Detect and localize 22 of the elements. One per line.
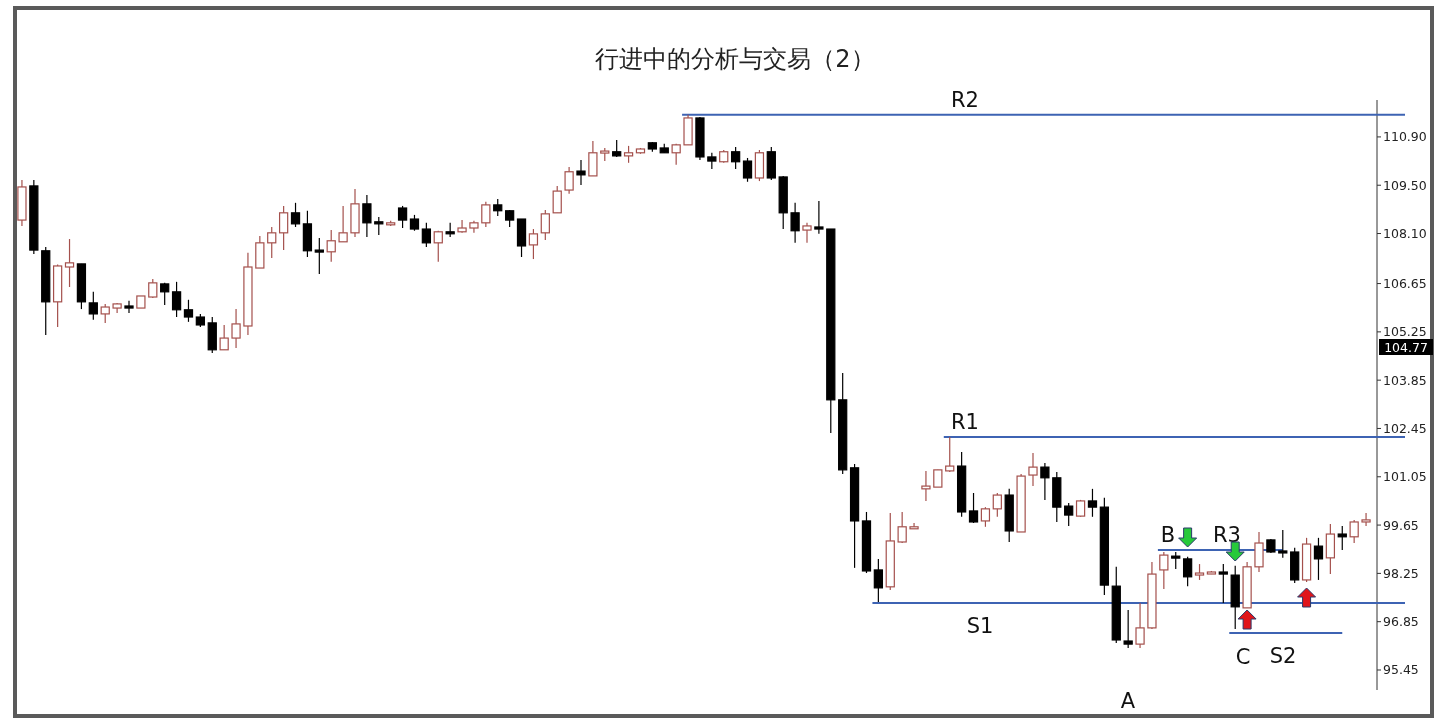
annotation: A: [1120, 689, 1136, 713]
y-tick-label: 105.25: [1383, 324, 1427, 340]
title: 行进中的分析与交易（2）: [595, 45, 875, 73]
y-tick-label: 95.45: [1383, 662, 1419, 678]
ref-line-label: S1: [966, 614, 994, 639]
y-tick-label: 109.50: [1383, 177, 1427, 193]
y-tick-label: 99.65: [1383, 517, 1419, 533]
price-tag: 104.77: [1379, 339, 1433, 355]
ref-line-label: R1: [951, 410, 979, 435]
y-tick-label: 108.10: [1383, 226, 1427, 242]
annotation: B: [1160, 523, 1176, 547]
y-tick-label: 101.05: [1383, 469, 1427, 485]
annotation: C: [1235, 645, 1251, 669]
y-tick-label: 110.90: [1383, 129, 1427, 145]
ref-line-label: R3: [1213, 522, 1241, 547]
ref-line-label: R2: [951, 87, 979, 112]
y-tick-label: 96.85: [1383, 614, 1419, 630]
ref-line-label: S2: [1269, 644, 1297, 669]
y-tick-label: 106.65: [1383, 276, 1427, 292]
y-tick-label: 98.25: [1383, 565, 1419, 581]
y-tick-label: 103.85: [1383, 372, 1427, 388]
y-tick-label: 102.45: [1383, 420, 1427, 436]
